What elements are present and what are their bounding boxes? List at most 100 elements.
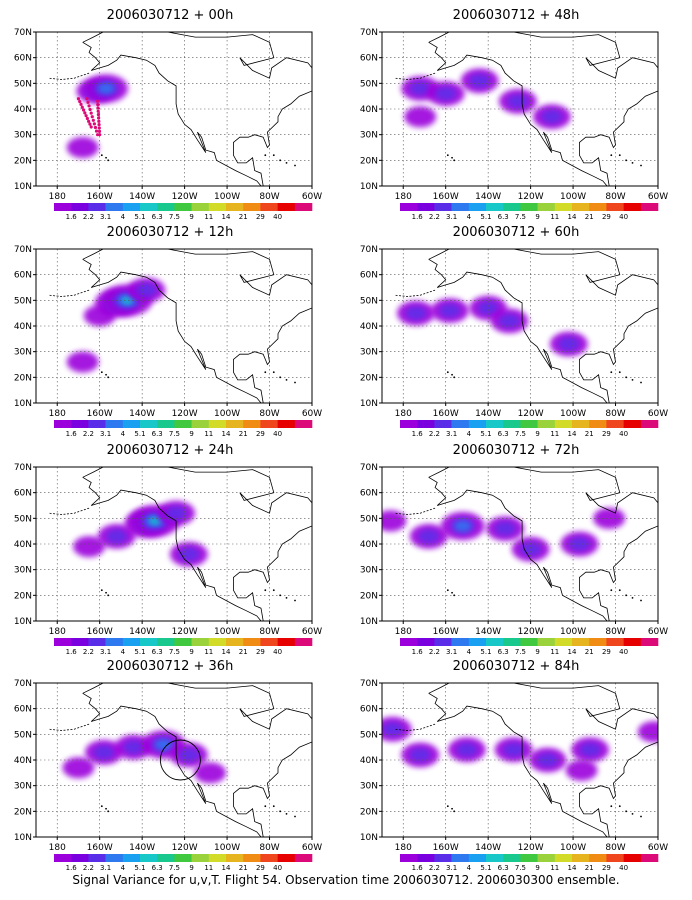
lat-tick-label: 50N xyxy=(14,296,32,306)
observation-point xyxy=(94,129,99,133)
lon-tick-label: 60W xyxy=(648,627,668,637)
island xyxy=(264,805,267,808)
colorbar-swatch xyxy=(417,420,435,428)
lat-tick-label: 50N xyxy=(14,730,32,740)
island xyxy=(631,379,634,381)
observation-point xyxy=(96,106,100,110)
coastline-pacific xyxy=(82,41,262,186)
island xyxy=(294,381,296,384)
colorbar-swatch xyxy=(503,638,521,646)
colorbar-swatch xyxy=(174,420,192,428)
colorbar-label: 3.1 xyxy=(100,864,111,872)
colorbar-swatch xyxy=(520,203,538,211)
variance-core xyxy=(558,337,580,351)
colorbar-swatch xyxy=(54,420,72,428)
lat-tick-label: 30N xyxy=(14,782,32,792)
colorbar-label: 1.6 xyxy=(66,648,78,656)
lat-tick-label: 40N xyxy=(360,540,378,550)
colorbar-swatch xyxy=(243,203,261,211)
colorbar-label: 7.5 xyxy=(515,213,526,221)
colorbar-swatch xyxy=(157,854,175,862)
colorbar-label: 5.1 xyxy=(480,864,491,872)
lon-tick-label: 120W xyxy=(172,843,198,853)
observation-point xyxy=(88,107,92,112)
lat-tick-label: 30N xyxy=(360,348,378,358)
lon-tick-label: 60W xyxy=(302,843,322,853)
island xyxy=(618,805,621,808)
coastline-pacific xyxy=(82,692,262,837)
plot-area xyxy=(36,683,312,837)
lon-tick-label: 160W xyxy=(87,843,113,853)
lon-tick-label: 140W xyxy=(475,843,501,853)
lon-tick-label: 60W xyxy=(648,192,668,202)
lon-tick-label: 80W xyxy=(605,192,625,202)
colorbar-swatch xyxy=(243,638,261,646)
colorbar-swatch xyxy=(520,420,538,428)
colorbar-swatch xyxy=(88,854,106,862)
island xyxy=(294,815,296,818)
colorbar-label: 7.5 xyxy=(515,430,526,438)
variance-core xyxy=(435,86,457,101)
island xyxy=(610,154,613,157)
colorbar-label: 29 xyxy=(256,864,265,872)
colorbar-label: 5.1 xyxy=(134,430,145,438)
colorbar-swatch xyxy=(434,420,452,428)
colorbar-swatch xyxy=(294,854,313,862)
plot-area xyxy=(382,683,658,837)
coastline-atlantic xyxy=(428,32,658,186)
colorbar-swatch xyxy=(400,203,418,211)
lat-tick-label: 50N xyxy=(360,514,378,524)
lat-tick-label: 10N xyxy=(14,182,32,192)
map-panel-24h: 2006030712 + 24h 10N 20N 30N 40N 50N 60N 70N 18… xyxy=(0,443,340,657)
lon-tick-label: 160W xyxy=(87,192,113,202)
observation-point xyxy=(98,133,102,137)
colorbar-swatch xyxy=(554,854,573,862)
colorbar-label: 3.1 xyxy=(446,864,457,872)
colorbar-label: 9 xyxy=(189,213,193,221)
colorbar-label: 40 xyxy=(619,648,628,656)
coastline-aleutians xyxy=(394,723,436,731)
variance-core xyxy=(494,521,516,536)
colorbar-label: 1.6 xyxy=(66,864,78,872)
lon-tick-label: 140W xyxy=(129,843,155,853)
lon-tick-label: 100W xyxy=(214,192,240,202)
colorbar-swatch xyxy=(191,854,210,862)
colorbar-label: 14 xyxy=(222,430,231,438)
colorbar-label: 7.5 xyxy=(169,864,180,872)
variance-region xyxy=(73,535,106,558)
lon-tick-label: 180 xyxy=(49,627,66,637)
colorbar-swatch xyxy=(54,854,72,862)
island xyxy=(100,589,103,592)
colorbar-swatch xyxy=(174,638,192,646)
colorbar-label: 14 xyxy=(568,213,577,221)
colorbar-label: 3.1 xyxy=(100,648,111,656)
island xyxy=(640,164,642,167)
coastline-pacific xyxy=(82,476,262,621)
colorbar-label: 29 xyxy=(256,648,265,656)
lon-tick-label: 100W xyxy=(560,627,586,637)
colorbar-swatch xyxy=(572,638,590,646)
lat-tick-label: 30N xyxy=(14,566,32,576)
colorbar-label: 4 xyxy=(121,430,126,438)
colorbar-swatch xyxy=(451,854,470,862)
lat-tick-label: 70N xyxy=(14,245,32,255)
colorbar-label: 9 xyxy=(189,864,193,872)
colorbar-swatch xyxy=(554,420,573,428)
colorbar-label: 14 xyxy=(222,648,231,656)
coastline-atlantic xyxy=(82,249,312,403)
colorbar-label: 6.3 xyxy=(152,213,163,221)
lon-tick-label: 80W xyxy=(605,627,625,637)
observation-point xyxy=(76,97,81,101)
colorbar-swatch xyxy=(105,854,124,862)
colorbar-label: 6.3 xyxy=(498,648,509,656)
observation-point xyxy=(78,99,82,104)
lon-tick-label: 160W xyxy=(87,409,113,419)
panel-title: 2006030712 + 48h xyxy=(452,8,580,23)
panel-title: 2006030712 + 84h xyxy=(452,659,580,674)
colorbar-label: 5.1 xyxy=(480,430,491,438)
panel-title: 2006030712 + 00h xyxy=(106,8,234,23)
colorbar-swatch xyxy=(606,420,624,428)
variance-core xyxy=(537,753,559,767)
lat-tick-label: 20N xyxy=(360,373,378,383)
colorbar-swatch xyxy=(451,203,470,211)
